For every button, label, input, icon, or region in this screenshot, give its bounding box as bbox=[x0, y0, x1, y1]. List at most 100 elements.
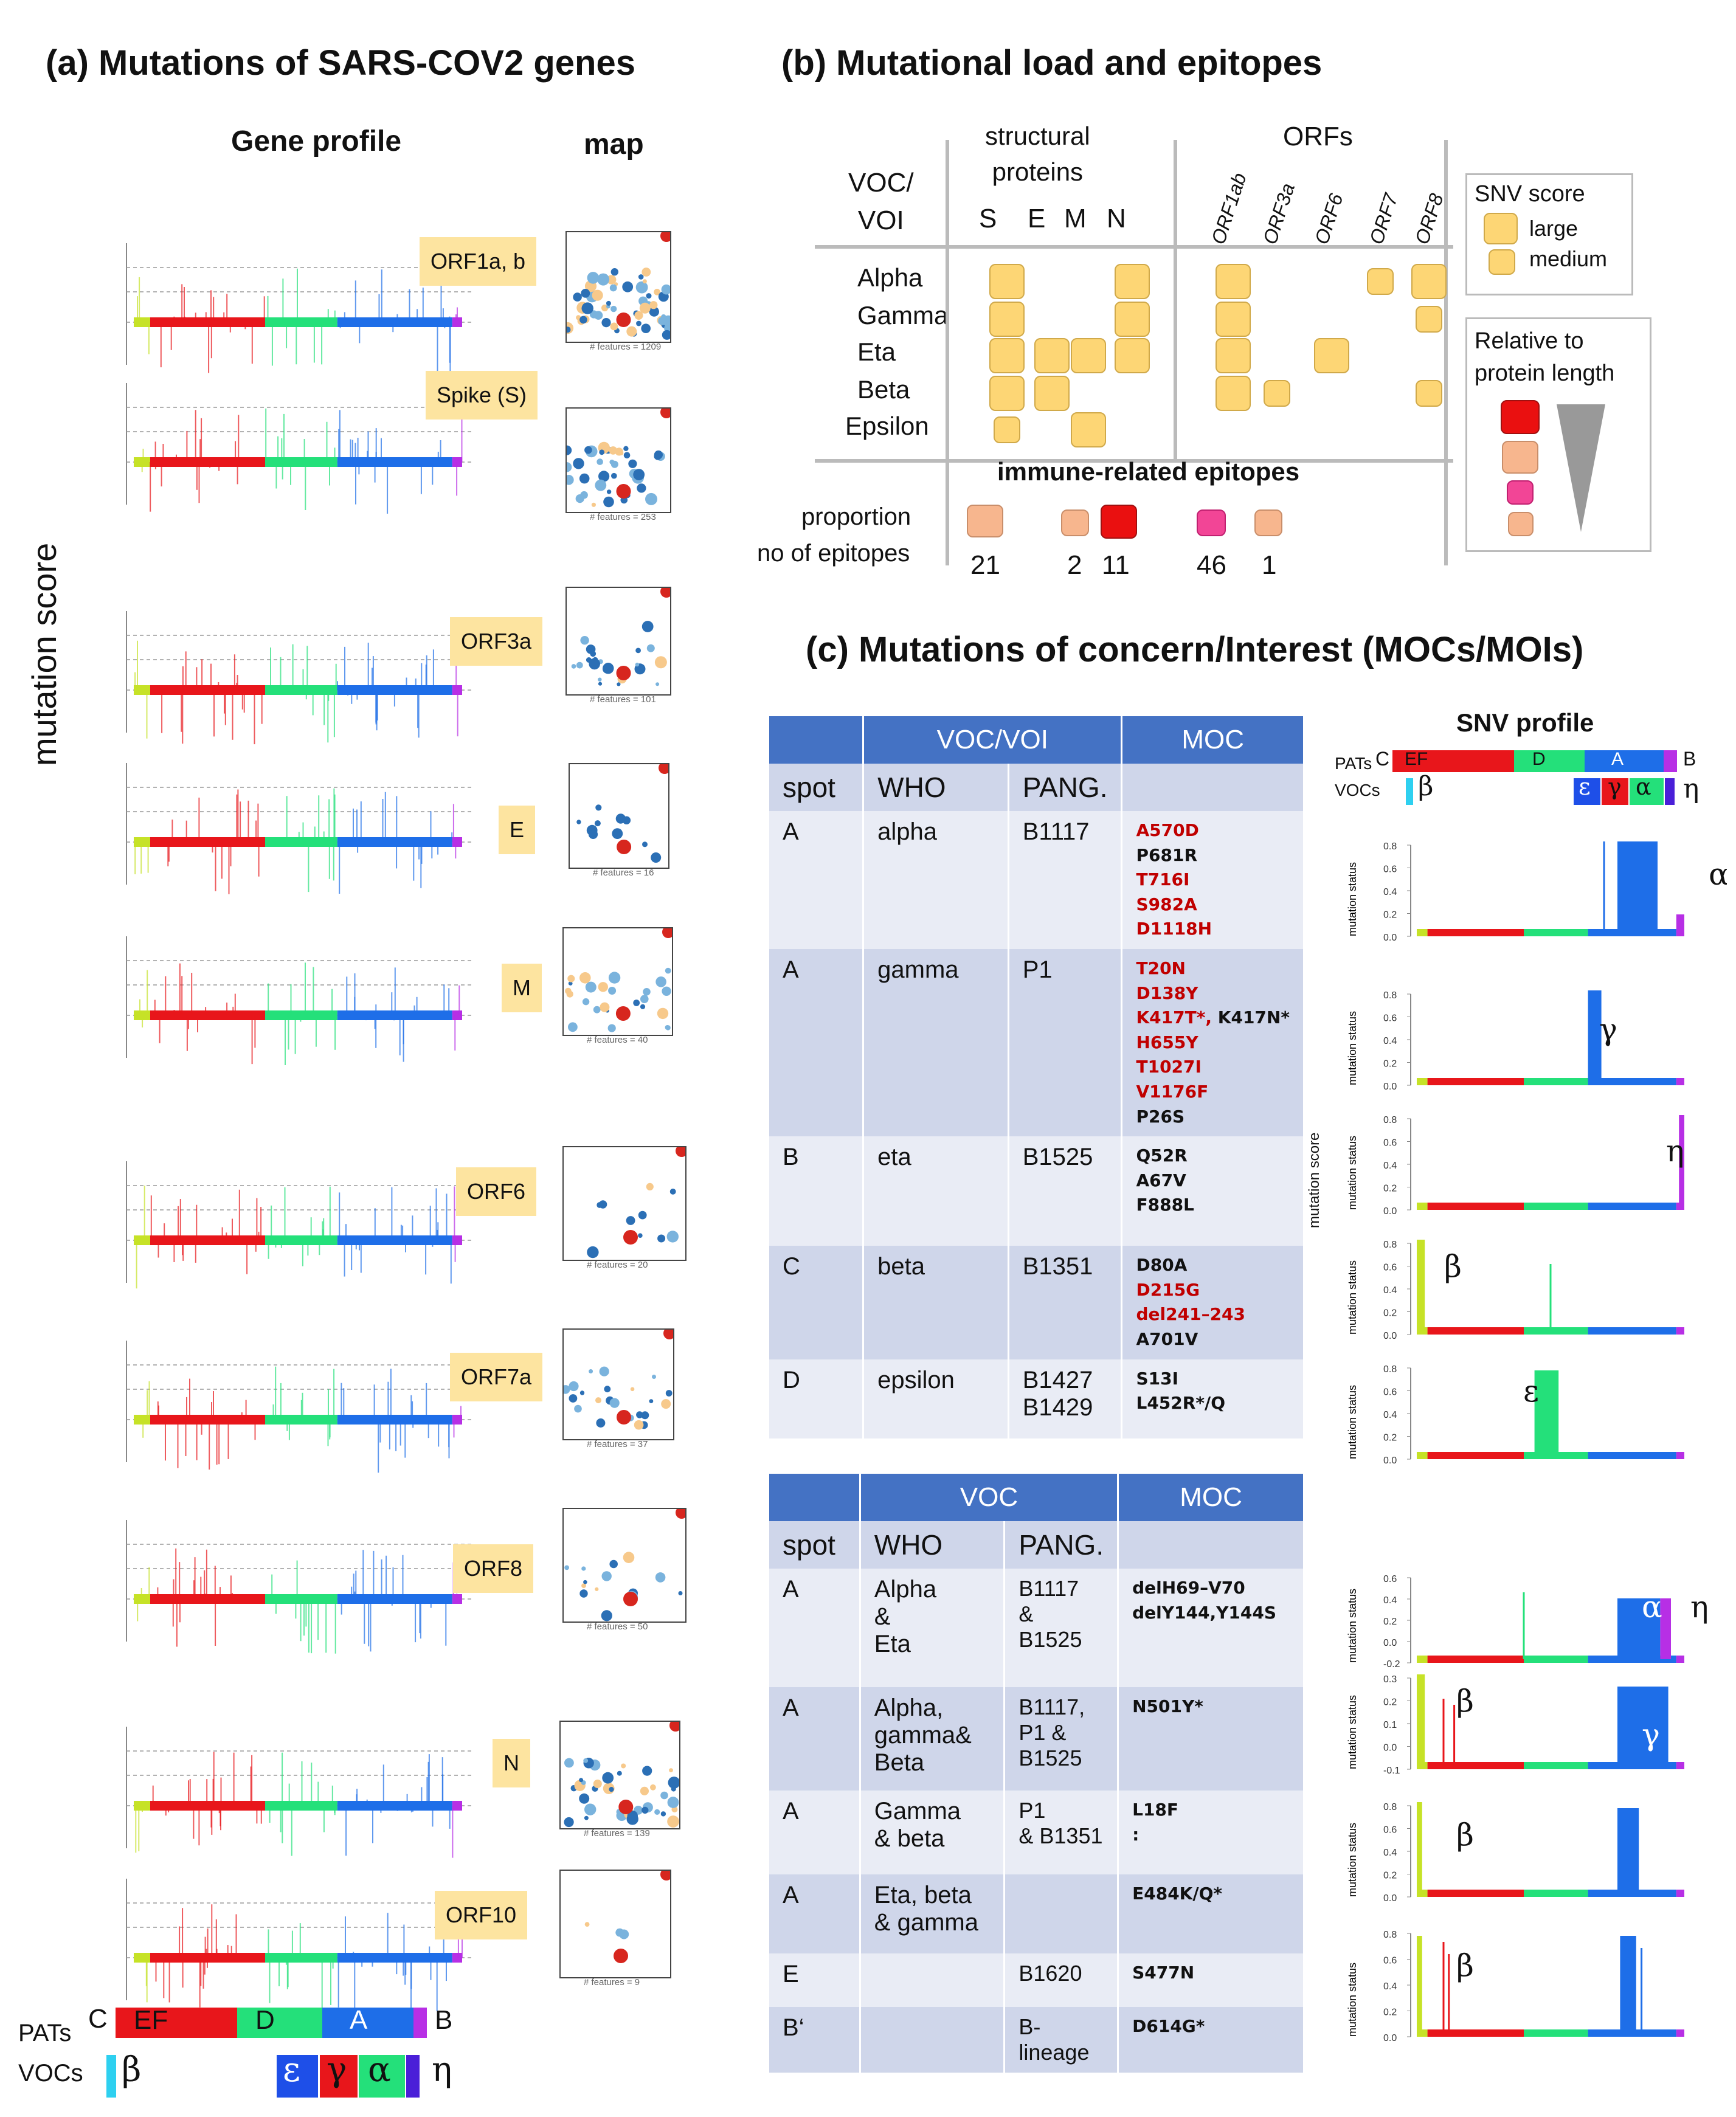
gene-map-caption-2: # features = 101 bbox=[590, 694, 656, 705]
t1-moc: A570D P681R T716I S982A D1118H bbox=[1121, 811, 1303, 949]
pats-label: PATs bbox=[18, 2020, 72, 2046]
voc-voi-table: VOC/VOI MOC spot WHO PANG. A alpha B1117… bbox=[769, 716, 1303, 1438]
snv-chart: mutation status 0.8 0.6 0.4 0.2 0.0 η bbox=[1346, 1115, 1684, 1217]
mutation-score-ylabel: mutation score bbox=[25, 542, 63, 766]
snv-pats-label: PATs bbox=[1335, 754, 1372, 773]
svg-text:0.0: 0.0 bbox=[1383, 1893, 1397, 1904]
epitope-proportion-m bbox=[1061, 509, 1089, 536]
gene-map-6 bbox=[562, 1328, 674, 1440]
gene-profile-7 bbox=[126, 1520, 474, 1654]
svg-text:β: β bbox=[1456, 1948, 1474, 1983]
t1-sh3 bbox=[1121, 764, 1303, 811]
t1-spot: A bbox=[769, 811, 863, 949]
svg-text:0.1: 0.1 bbox=[1383, 1720, 1397, 1730]
snv-pat-a-strip bbox=[1585, 750, 1664, 772]
gene-map-2 bbox=[565, 587, 671, 696]
score-box-S-1 bbox=[989, 302, 1025, 337]
svg-text:0.8: 0.8 bbox=[1383, 1930, 1397, 1940]
grid-vline-3 bbox=[1444, 140, 1448, 565]
svg-text:0.8: 0.8 bbox=[1383, 1802, 1397, 1812]
gene-profile-4 bbox=[126, 936, 474, 1065]
t2-spot: A bbox=[769, 1874, 860, 1953]
relative-legend bbox=[1465, 317, 1651, 552]
gene-profile-9 bbox=[126, 1879, 474, 2012]
snv-chart: mutation status 0.8 0.6 0.4 0.2 0.0 β bbox=[1346, 1240, 1684, 1341]
svg-text:0.4: 0.4 bbox=[1383, 1848, 1397, 1858]
gene-map-caption-0: # features = 1209 bbox=[590, 342, 662, 352]
t1-who: alpha bbox=[862, 811, 1009, 949]
svg-text:0.0: 0.0 bbox=[1383, 1638, 1397, 1648]
score-box-N-1 bbox=[1115, 302, 1150, 337]
snv-pats-a: A bbox=[1611, 749, 1624, 769]
score-box-ORF1ab-3 bbox=[1216, 376, 1251, 411]
svg-text:0.8: 0.8 bbox=[1383, 990, 1397, 1001]
snv-voc-alpha-swatch bbox=[1630, 778, 1664, 805]
panel-c-title: (c) Mutations of concern/Interest (MOCs/… bbox=[806, 630, 1584, 669]
epitopes-header: immune-related epitopes bbox=[997, 457, 1300, 486]
snv-pat-b-strip bbox=[1664, 750, 1677, 772]
svg-text:γ: γ bbox=[1642, 1948, 1660, 1983]
t2-pang: B1620 bbox=[1003, 1953, 1118, 2007]
gene-profile-6 bbox=[126, 1341, 474, 1473]
t1-sh0: spot bbox=[769, 764, 863, 811]
gene-map-caption-9: # features = 9 bbox=[584, 1977, 640, 1987]
snv-pats-ef: EF bbox=[1405, 749, 1428, 769]
pats-d: D bbox=[255, 2005, 275, 2035]
voc-row-eta: Eta bbox=[857, 337, 896, 366]
map-dots bbox=[576, 764, 668, 863]
gene-label-8: N bbox=[493, 1739, 530, 1787]
score-box-S-3 bbox=[989, 376, 1025, 411]
t1-pang: B1117 bbox=[1007, 811, 1122, 949]
t1-sh1: WHO bbox=[862, 764, 1009, 811]
map-dots bbox=[564, 1509, 685, 1621]
t2-who bbox=[859, 2007, 1005, 2073]
svg-text:0.2: 0.2 bbox=[1383, 1433, 1397, 1443]
voc-epsilon-swatch bbox=[277, 2055, 318, 2098]
pats-strip-ef bbox=[116, 2008, 237, 2038]
gene-map-caption-6: # features = 37 bbox=[587, 1439, 648, 1449]
t1-sh2: PANG. bbox=[1007, 764, 1122, 811]
svg-text:0.0: 0.0 bbox=[1383, 1743, 1397, 1753]
t1-moc: Q52R A67V F888L bbox=[1121, 1136, 1303, 1246]
score-box-ORF7-0 bbox=[1367, 268, 1394, 295]
epitope-count-label: no of epitopes bbox=[757, 540, 910, 567]
structural-header: structural proteins bbox=[985, 122, 1090, 186]
epitope-proportion-orf3a bbox=[1254, 509, 1282, 536]
snv-chart: mutation status 0.8 0.6 0.4 0.2 0.0 β γ bbox=[1346, 1802, 1684, 1904]
svg-text:0.4: 0.4 bbox=[1383, 1410, 1397, 1420]
t2-pang: B1117 & B1525 bbox=[1003, 1569, 1118, 1687]
t1-spot: C bbox=[769, 1246, 863, 1359]
svg-text:0.6: 0.6 bbox=[1383, 1574, 1397, 1584]
map-dots bbox=[571, 588, 670, 686]
map-dots bbox=[564, 1722, 679, 1828]
legend-medium-box bbox=[1489, 249, 1515, 275]
t1-pang: B1351 bbox=[1007, 1246, 1122, 1359]
t1-spot: D bbox=[769, 1359, 863, 1438]
pats-b: B bbox=[435, 2005, 453, 2035]
svg-text:0.4: 0.4 bbox=[1383, 887, 1397, 897]
t2-moc: L18F : bbox=[1117, 1791, 1303, 1874]
t2-who: Alpha, gamma& Beta bbox=[859, 1687, 1005, 1791]
svg-text:0.6: 0.6 bbox=[1383, 1138, 1397, 1148]
gene-map-caption-7: # features = 50 bbox=[587, 1621, 648, 1632]
gene-label-1: Spike (S) bbox=[426, 371, 538, 420]
epitope-count-n: 11 bbox=[1102, 550, 1130, 580]
proportion-label: proportion bbox=[801, 503, 911, 530]
gene-profile-8 bbox=[126, 1727, 474, 1858]
score-box-ORF1ab-1 bbox=[1216, 302, 1251, 337]
score-box-S-2 bbox=[989, 338, 1025, 373]
legend-rel-3 bbox=[1507, 480, 1534, 505]
t2-h1: VOC bbox=[859, 1474, 1118, 1521]
svg-text:mutation status: mutation status bbox=[1346, 1260, 1358, 1335]
gene-label-6: ORF7a bbox=[450, 1353, 543, 1401]
svg-text:0.8: 0.8 bbox=[1383, 1240, 1397, 1250]
map-dots bbox=[565, 928, 672, 1032]
svg-text:γ: γ bbox=[1642, 1817, 1660, 1853]
snv-chart: mutation status 0.8 0.6 0.4 0.2 0.0 γ bbox=[1346, 990, 1684, 1092]
epitope-proportion-orf1ab bbox=[1197, 509, 1226, 536]
legend-large-box bbox=[1484, 213, 1518, 244]
svg-text:0.2: 0.2 bbox=[1383, 910, 1397, 920]
snv-voc-gamma-swatch bbox=[1602, 778, 1628, 805]
svg-text:β: β bbox=[1456, 1684, 1474, 1719]
t1-moc: D80A D215G del241–243 A701V bbox=[1121, 1246, 1303, 1359]
